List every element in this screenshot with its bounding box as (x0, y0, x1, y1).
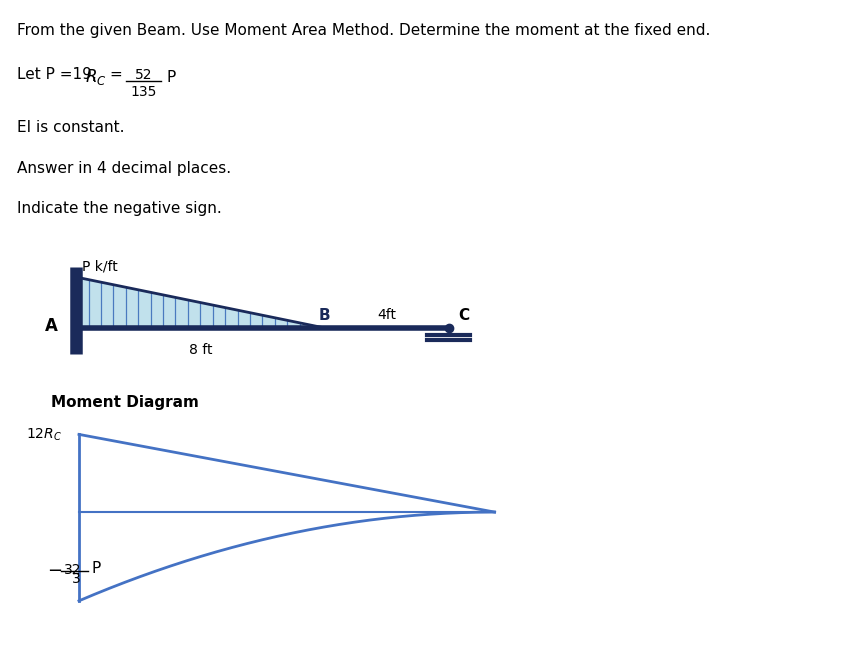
Text: Indicate the negative sign.: Indicate the negative sign. (17, 201, 222, 216)
Text: 4ft: 4ft (377, 308, 396, 322)
Text: 52: 52 (135, 68, 152, 83)
Text: Let P =19,: Let P =19, (17, 67, 102, 82)
Text: B: B (318, 308, 330, 323)
Text: A: A (44, 317, 57, 335)
Text: C: C (457, 308, 468, 323)
Text: $\mathit{R_C}$: $\mathit{R_C}$ (84, 67, 106, 87)
Text: 135: 135 (131, 85, 156, 100)
Text: P: P (91, 561, 101, 576)
Text: $12R_C$: $12R_C$ (26, 426, 61, 443)
Text: 32: 32 (64, 563, 81, 577)
Text: −: − (47, 562, 62, 580)
Text: From the given Beam. Use Moment Area Method. Determine the moment at the fixed e: From the given Beam. Use Moment Area Met… (17, 23, 710, 38)
Text: EI is constant.: EI is constant. (17, 120, 125, 135)
Text: 3: 3 (72, 572, 80, 587)
Text: =: = (109, 67, 122, 82)
Text: P: P (166, 70, 176, 85)
Text: Answer in 4 decimal places.: Answer in 4 decimal places. (17, 161, 231, 176)
Text: P k/ft: P k/ft (82, 259, 118, 273)
Text: Moment Diagram: Moment Diagram (51, 395, 199, 410)
Text: 8 ft: 8 ft (189, 343, 212, 357)
